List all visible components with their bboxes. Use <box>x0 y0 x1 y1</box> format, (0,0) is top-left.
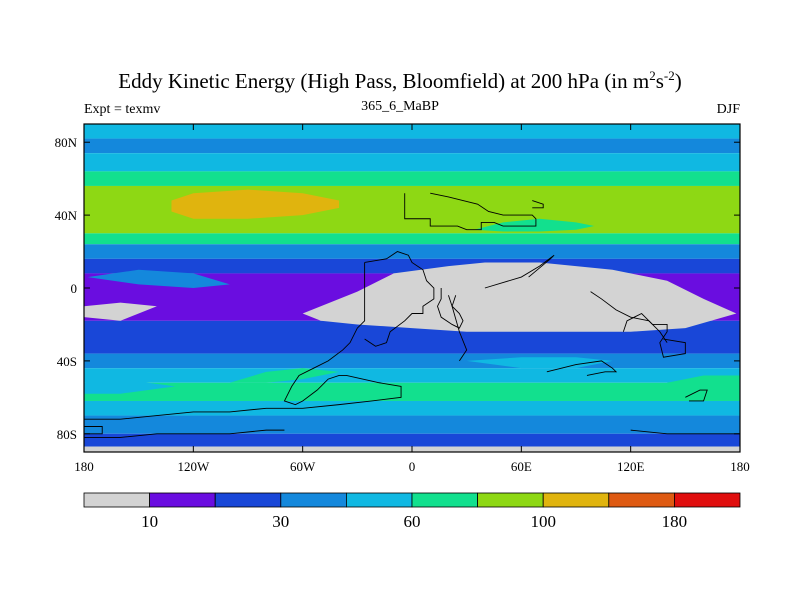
colorbar-swatch-7 <box>542 492 610 508</box>
x-tick-label-4: 60E <box>511 459 532 474</box>
coastline-layer <box>84 192 740 438</box>
colorbar-label-2: 60 <box>404 512 421 531</box>
energy-band-0 <box>84 124 740 139</box>
energy-region-0 <box>171 189 340 219</box>
coastline-1 <box>84 262 402 420</box>
energy-region-1 <box>473 218 595 232</box>
chart-subtitle: 365_6_MaBP <box>361 99 439 114</box>
energy-band-10 <box>84 353 740 369</box>
energy-band-6 <box>84 244 740 259</box>
colorbar-swatch-0 <box>83 492 150 508</box>
coastline-5 <box>484 254 555 289</box>
colorbar-swatch-4 <box>345 492 413 508</box>
coastline-12 <box>532 200 544 209</box>
coastline-10 <box>84 429 285 438</box>
energy-band-11 <box>84 368 740 383</box>
energy-band-5 <box>84 233 740 245</box>
energy-region-8 <box>466 357 613 369</box>
experiment-label: Expt = texmv <box>84 102 161 117</box>
colorbar: 10 30 60 100 180 <box>83 492 741 531</box>
energy-region-2 <box>663 193 726 216</box>
coastline-11 <box>630 429 740 435</box>
x-tick-label-1: 120W <box>177 459 210 474</box>
map-fill-layer <box>84 124 740 452</box>
energy-band-12 <box>84 382 740 401</box>
y-tick-label-1: 40N <box>55 208 78 223</box>
colorbar-swatch-2 <box>214 492 282 508</box>
colorbar-swatch-6 <box>477 492 544 508</box>
energy-region-3 <box>84 302 157 321</box>
energy-band-2 <box>84 153 740 172</box>
coastline-2 <box>364 251 435 347</box>
coastline-9 <box>685 389 708 402</box>
title-sup-1: 2 <box>649 68 656 83</box>
energy-band-3 <box>84 171 740 186</box>
colorbar-swatch-8 <box>608 492 675 508</box>
season-label: DJF <box>716 102 740 117</box>
title-sup-2: -2 <box>663 68 675 83</box>
colorbar-label-1: 30 <box>272 512 289 531</box>
colorbar-swatch-5 <box>411 492 478 508</box>
energy-band-1 <box>84 138 740 154</box>
coastline-7 <box>546 360 618 376</box>
colorbar-swatch-9 <box>674 492 741 508</box>
x-tick-label-6: 180 <box>730 459 750 474</box>
energy-region-9 <box>667 375 740 398</box>
colorbar-swatch-3 <box>280 492 347 508</box>
x-tick-label-0: 180 <box>74 459 94 474</box>
energy-region-7 <box>229 368 340 383</box>
coastline-0 <box>404 192 537 231</box>
coastline-6 <box>590 291 668 343</box>
coastline-4 <box>451 295 468 362</box>
y-tick-label-4: 80S <box>57 427 77 442</box>
chart-title: Eddy Kinetic Energy (High Pass, Bloomfie… <box>0 68 800 94</box>
coastline-13 <box>84 426 103 435</box>
colorbar-label-3: 100 <box>530 512 556 531</box>
energy-band-13 <box>84 400 740 416</box>
title-mid: s <box>655 69 664 93</box>
title-main: Eddy Kinetic Energy (High Pass, Bloomfie… <box>118 69 650 93</box>
x-tick-label-2: 60W <box>290 459 316 474</box>
colorbar-label-4: 180 <box>662 512 688 531</box>
energy-band-15 <box>84 433 740 447</box>
x-tick-label-5: 120E <box>617 459 645 474</box>
colorbar-swatch-1 <box>149 492 216 508</box>
energy-band-14 <box>84 415 740 434</box>
y-tick-label-0: 80N <box>55 135 78 150</box>
colorbar-label-0: 10 <box>141 512 158 531</box>
energy-region-5 <box>87 269 230 288</box>
y-tick-label-3: 40S <box>57 354 77 369</box>
coastline-3 <box>437 288 464 329</box>
title-end: ) <box>674 69 682 93</box>
y-tick-label-2: 0 <box>71 281 78 296</box>
energy-region-6 <box>84 379 176 394</box>
coastline-8 <box>622 312 686 358</box>
x-tick-label-3: 0 <box>409 459 416 474</box>
axis-ticks: 180 120W 60W 0 60E 120E 180 80N 40N 0 40S 80S <box>55 124 750 474</box>
